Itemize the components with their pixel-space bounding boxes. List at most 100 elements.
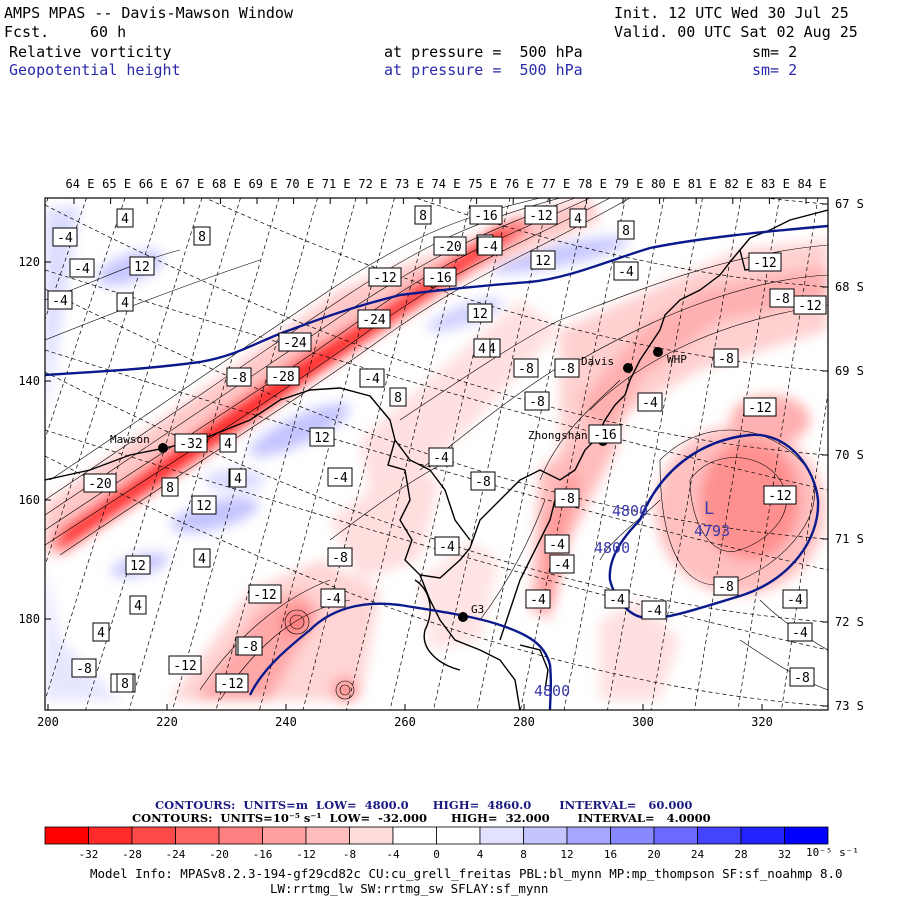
svg-text:-8: -8 — [475, 475, 491, 490]
vorticity-label: 4 — [92, 622, 110, 642]
svg-text:-12: -12 — [798, 299, 821, 314]
svg-text:12: 12 — [196, 499, 212, 514]
vorticity-label: -24 — [278, 332, 312, 352]
vorticity-label: -4 — [641, 600, 667, 620]
vorticity-label: 4 — [129, 595, 147, 615]
top-longitude-label: 77 E — [541, 177, 570, 191]
field1-name: Relative vorticity — [9, 43, 172, 61]
station-label-whp: WHP — [667, 353, 687, 366]
svg-text:-4: -4 — [646, 604, 662, 619]
vorticity-label: 12 — [129, 256, 155, 276]
colorbar-swatch — [784, 826, 829, 845]
svg-text:8: 8 — [121, 677, 129, 692]
top-longitude-label: 79 E — [615, 177, 644, 191]
svg-text:-4: -4 — [787, 593, 803, 608]
right-latitude-label: 71 S — [835, 532, 864, 546]
vorticity-label: -16 — [469, 205, 503, 225]
svg-text:-4: -4 — [332, 471, 348, 486]
colorbar-swatch — [436, 826, 481, 845]
top-longitude-label: 66 E — [139, 177, 168, 191]
station-marker-g3 — [458, 612, 468, 622]
vorticity-label: -4 — [477, 236, 503, 256]
colorbar-unit: 10⁻⁵ s⁻¹ — [806, 846, 859, 859]
vorticity-label: -4 — [359, 368, 385, 388]
colorbar-swatch — [349, 826, 394, 845]
vorticity-label: -8 — [713, 348, 739, 368]
svg-text:4: 4 — [121, 212, 129, 227]
colorbar-tick-label: 4 — [477, 848, 484, 861]
vorticity-label: -4 — [525, 589, 551, 609]
right-latitude-label: 67 S — [835, 197, 864, 211]
colorbar-tick-label: -8 — [343, 848, 356, 861]
vorticity-label: -24 — [357, 309, 391, 329]
vorticity-label: -4 — [320, 588, 346, 608]
vorticity-label: -4 — [47, 290, 73, 310]
height-label: 4800 — [612, 502, 648, 520]
svg-text:-8: -8 — [529, 395, 545, 410]
svg-text:-8: -8 — [718, 352, 734, 367]
plot-title: AMPS MPAS -- Davis-Mawson Window — [4, 4, 293, 22]
svg-text:-20: -20 — [88, 477, 111, 492]
vorticity-label: -8 — [71, 658, 97, 678]
left-y-tick: 160 — [18, 493, 40, 507]
colorbar: -32 -28 -24 -20 -16 -12 -8 -4 0 4 8 12 16 20 24 28 32 10⁻… — [44, 826, 859, 861]
svg-text:-8: -8 — [718, 580, 734, 595]
vorticity-label: -8 — [554, 488, 580, 508]
svg-text:4: 4 — [574, 212, 582, 227]
vorticity-label: -8 — [524, 391, 550, 411]
svg-text:-8: -8 — [518, 362, 534, 377]
valid-time: Valid. 00 UTC Sat 02 Aug 25 — [614, 23, 858, 41]
field1-level: at pressure = 500 hPa — [384, 43, 583, 61]
colorbar-swatch — [610, 826, 655, 845]
vorticity-label: -16 — [423, 267, 457, 287]
vorticity-contour-info: CONTOURS: UNITS=10⁻⁵ s⁻¹ LOW= -32.000 HI… — [132, 811, 711, 825]
vorticity-label: -28 — [266, 366, 300, 386]
colorbar-swatch — [523, 826, 568, 845]
svg-text:8: 8 — [394, 391, 402, 406]
vorticity-label: 4 — [116, 292, 134, 312]
colorbar-swatch — [653, 826, 698, 845]
height-contour-info: CONTOURS: UNITS=m LOW= 4800.0 HIGH= 4860… — [155, 798, 693, 812]
forecast-label: Fcst. — [4, 23, 50, 41]
svg-text:-4: -4 — [364, 372, 380, 387]
colorbar-swatch — [305, 826, 350, 845]
colorbar-swatch — [740, 826, 785, 845]
field2-level: at pressure = 500 hPa — [384, 61, 583, 79]
vorticity-label: -8 — [554, 358, 580, 378]
station-label-g3: G3 — [471, 603, 484, 616]
colorbar-tick-label: 0 — [433, 848, 440, 861]
svg-text:12: 12 — [535, 254, 551, 269]
station-marker-davis — [623, 363, 633, 373]
vorticity-label: -12 — [168, 655, 202, 675]
vorticity-label: -4 — [52, 227, 78, 247]
colorbar-swatch — [175, 826, 220, 845]
vorticity-label: 12 — [530, 250, 556, 270]
station-marker-mawson — [158, 443, 168, 453]
svg-text:-28: -28 — [271, 370, 294, 385]
svg-text:8: 8 — [166, 481, 174, 496]
svg-text:-4: -4 — [609, 593, 625, 608]
svg-text:-12: -12 — [253, 588, 276, 603]
colorbar-swatch — [479, 826, 524, 845]
top-longitude-label: 73 E — [395, 177, 424, 191]
vorticity-label: -12 — [793, 295, 827, 315]
vorticity-label: -4 — [434, 536, 460, 556]
vorticity-label: -12 — [215, 673, 249, 693]
bottom-x-tick: 240 — [275, 715, 297, 729]
coastline — [45, 209, 828, 710]
svg-text:-8: -8 — [559, 362, 575, 377]
forecast-hour: 60 h — [90, 23, 127, 41]
svg-text:-12: -12 — [748, 401, 771, 416]
vorticity-label: -4 — [428, 447, 454, 467]
vorticity-label: -8 — [237, 636, 263, 656]
model-info-line2: LW:rrtmg_lw SW:rrtmg_sw SFLAY:sf_mynn — [270, 881, 549, 896]
bottom-x-tick: 260 — [394, 715, 416, 729]
svg-text:-20: -20 — [438, 240, 461, 255]
vorticity-label: -8 — [327, 547, 353, 567]
top-longitude-label: 64 E — [66, 177, 95, 191]
vorticity-label: -4 — [787, 622, 813, 642]
vorticity-label: 4 — [473, 338, 491, 358]
svg-text:-24: -24 — [362, 313, 386, 328]
vorticity-label: 12 — [309, 427, 335, 447]
vorticity-label: 12 — [191, 495, 217, 515]
